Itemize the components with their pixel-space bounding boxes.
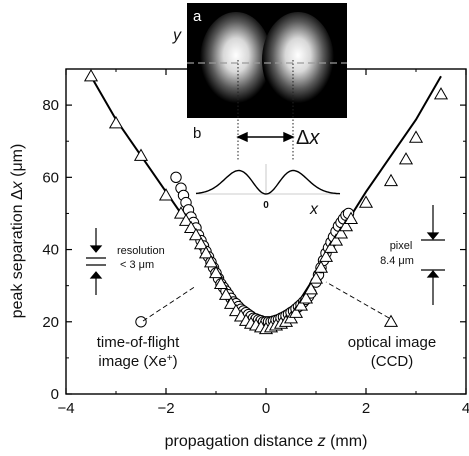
inset-image-panel: a <box>187 3 347 118</box>
triangle-marker <box>408 130 424 143</box>
triangle-marker <box>223 296 239 309</box>
x-tick-label: 0 <box>262 400 270 417</box>
circle-marker <box>135 316 147 328</box>
y-tick-label: 0 <box>51 386 59 403</box>
delta-x-label: Δx <box>296 127 320 149</box>
triangle-marker <box>213 276 229 290</box>
triangle-marker <box>218 287 234 300</box>
left-lobe <box>200 12 272 108</box>
x-axis-label: propagation distance z (mm) <box>165 433 368 450</box>
circle-marker <box>170 171 182 184</box>
triangle-marker <box>298 291 314 304</box>
triangle-marker <box>208 265 224 279</box>
triangle-marker <box>183 220 199 234</box>
inset-y-axis-label: y <box>172 27 182 44</box>
double-peak-profile <box>195 169 341 195</box>
profile-x-axis-label: x <box>309 201 319 218</box>
triangle-marker <box>323 240 339 253</box>
triangle-marker <box>433 87 449 100</box>
data-markers <box>83 69 449 335</box>
resolution-label-line1: resolution <box>117 245 165 257</box>
triangle-marker <box>133 148 149 161</box>
triangle-marker <box>173 206 189 219</box>
triangle-marker <box>158 188 174 201</box>
y-tick-label: 40 <box>42 242 59 259</box>
x-tick-label: −4 <box>57 400 74 417</box>
triangle-marker <box>178 213 194 226</box>
triangle-marker <box>293 298 309 311</box>
tof-label-line1: time-of-flight <box>97 334 180 351</box>
pixel-label-line2: 8.4 μm <box>380 255 414 267</box>
triangle-marker <box>303 282 319 295</box>
panel-b-label: b <box>193 125 201 142</box>
triangle-marker <box>198 245 214 259</box>
pixel-label-line1: pixel <box>390 240 413 252</box>
triangle-marker <box>333 226 349 239</box>
triangle-marker <box>398 152 414 165</box>
panel-a-label: a <box>193 8 202 25</box>
triangle-marker <box>308 271 324 284</box>
triangle-marker <box>193 236 209 250</box>
y-tick-label: 20 <box>42 314 59 331</box>
triangle-marker <box>313 260 329 273</box>
triangle-marker <box>338 218 354 232</box>
x-tick-label: 2 <box>362 400 370 417</box>
tof-label-line2: image (Xe+) <box>98 353 177 371</box>
delta-x-arrow <box>236 131 295 143</box>
triangle-marker <box>318 249 334 262</box>
triangle-marker <box>83 69 99 82</box>
triangle-marker <box>358 195 374 208</box>
triangle-marker <box>343 211 359 225</box>
x-axis-ticks: −4 −2 0 2 4 <box>57 69 469 417</box>
triangle-marker <box>383 173 399 187</box>
resolution-scale-marker <box>86 228 106 295</box>
resolution-label-line2: < 3 μm <box>120 259 154 271</box>
optical-label-line2: (CCD) <box>371 353 414 370</box>
right-lobe <box>262 12 334 108</box>
tof-leader-line <box>142 285 197 322</box>
optical-leader-line <box>325 281 390 319</box>
x-tick-label: −2 <box>157 400 174 417</box>
triangle-marker <box>108 115 124 129</box>
triangle-marker <box>203 254 219 268</box>
optical-label-line1: optical image <box>348 334 436 351</box>
profile-zero-label: 0 <box>263 200 269 211</box>
y-tick-label: 60 <box>42 169 59 186</box>
y-axis-label: peak separation Δx (μm) <box>9 144 26 319</box>
y-tick-label: 80 <box>42 97 59 114</box>
triangle-marker <box>288 305 304 318</box>
pixel-scale-marker <box>421 205 445 305</box>
triangle-marker <box>328 233 344 246</box>
y-axis-ticks: 0 20 40 60 80 <box>42 97 466 403</box>
x-tick-label: 4 <box>462 400 469 417</box>
triangle-marker <box>188 227 204 241</box>
triangle-marker <box>383 314 399 327</box>
